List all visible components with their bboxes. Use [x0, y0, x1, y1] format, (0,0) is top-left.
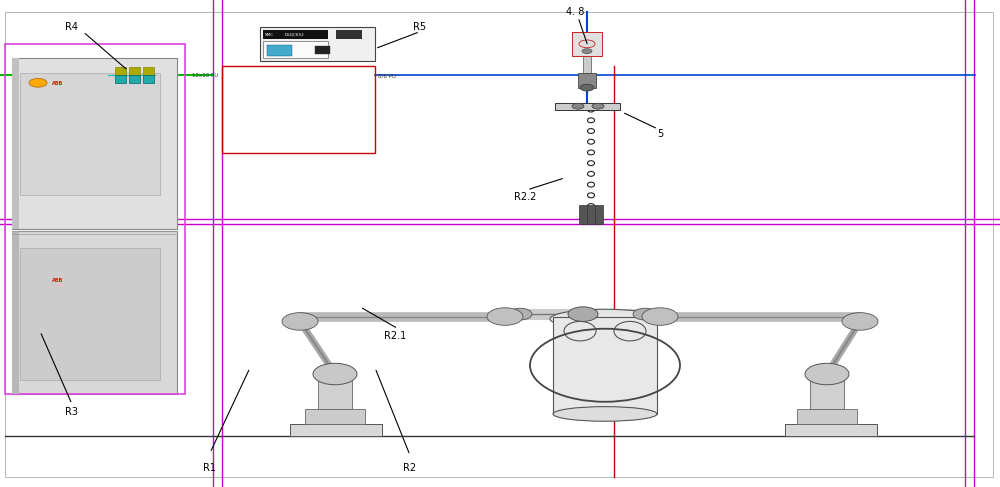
Ellipse shape	[550, 309, 660, 329]
Text: ABB: ABB	[52, 81, 63, 86]
Text: ABB: ABB	[52, 279, 63, 283]
Text: R4: R4	[66, 22, 78, 32]
Text: R3: R3	[66, 407, 78, 416]
Circle shape	[568, 307, 598, 321]
Bar	[810, 377, 844, 409]
Bar	[12, 58, 177, 229]
Bar	[315, 46, 330, 54]
Text: 5: 5	[657, 129, 663, 139]
Text: 12x10 PU: 12x10 PU	[192, 74, 218, 78]
Circle shape	[805, 363, 849, 385]
Bar	[20, 248, 160, 380]
Bar	[579, 205, 587, 224]
Bar	[12, 231, 19, 394]
Bar	[115, 75, 126, 83]
Bar	[143, 67, 154, 75]
Circle shape	[282, 313, 318, 330]
Circle shape	[642, 308, 678, 325]
Circle shape	[313, 363, 357, 385]
Circle shape	[592, 103, 604, 109]
Circle shape	[842, 313, 878, 330]
Bar	[336, 30, 362, 39]
Bar	[572, 32, 602, 56]
Text: R1: R1	[204, 463, 216, 472]
Circle shape	[508, 308, 532, 320]
Bar	[263, 41, 328, 58]
Bar	[595, 205, 603, 224]
Circle shape	[582, 49, 592, 54]
Bar	[555, 103, 620, 110]
Bar	[129, 75, 140, 83]
Circle shape	[572, 103, 584, 109]
Text: R2.2: R2.2	[514, 192, 536, 202]
Text: 8/6 PU: 8/6 PU	[378, 74, 396, 79]
Bar	[578, 73, 596, 88]
Text: SMC: SMC	[265, 33, 274, 37]
Circle shape	[579, 40, 595, 48]
Bar	[797, 409, 857, 424]
Bar	[785, 424, 877, 436]
Bar	[12, 58, 19, 229]
Bar	[553, 317, 657, 414]
Bar	[587, 205, 595, 224]
Bar	[260, 27, 375, 61]
Ellipse shape	[553, 407, 657, 421]
Bar	[115, 67, 126, 75]
Bar	[12, 231, 177, 394]
Bar	[290, 424, 382, 436]
Circle shape	[580, 84, 594, 91]
Bar	[143, 75, 154, 83]
Circle shape	[29, 78, 47, 87]
Bar	[5, 44, 185, 394]
Bar	[318, 377, 352, 409]
Bar	[583, 54, 591, 73]
Bar	[129, 67, 140, 75]
Text: R5: R5	[413, 22, 427, 32]
Text: D5QC652: D5QC652	[285, 33, 305, 37]
Text: R2: R2	[403, 463, 417, 472]
Text: 4. 8: 4. 8	[566, 7, 584, 17]
Bar	[267, 45, 292, 56]
Circle shape	[633, 308, 657, 320]
Bar	[305, 409, 365, 424]
Text: R2.1: R2.1	[384, 331, 406, 341]
Circle shape	[487, 308, 523, 325]
Bar	[263, 30, 328, 39]
Bar	[20, 73, 160, 195]
Bar	[222, 66, 375, 153]
